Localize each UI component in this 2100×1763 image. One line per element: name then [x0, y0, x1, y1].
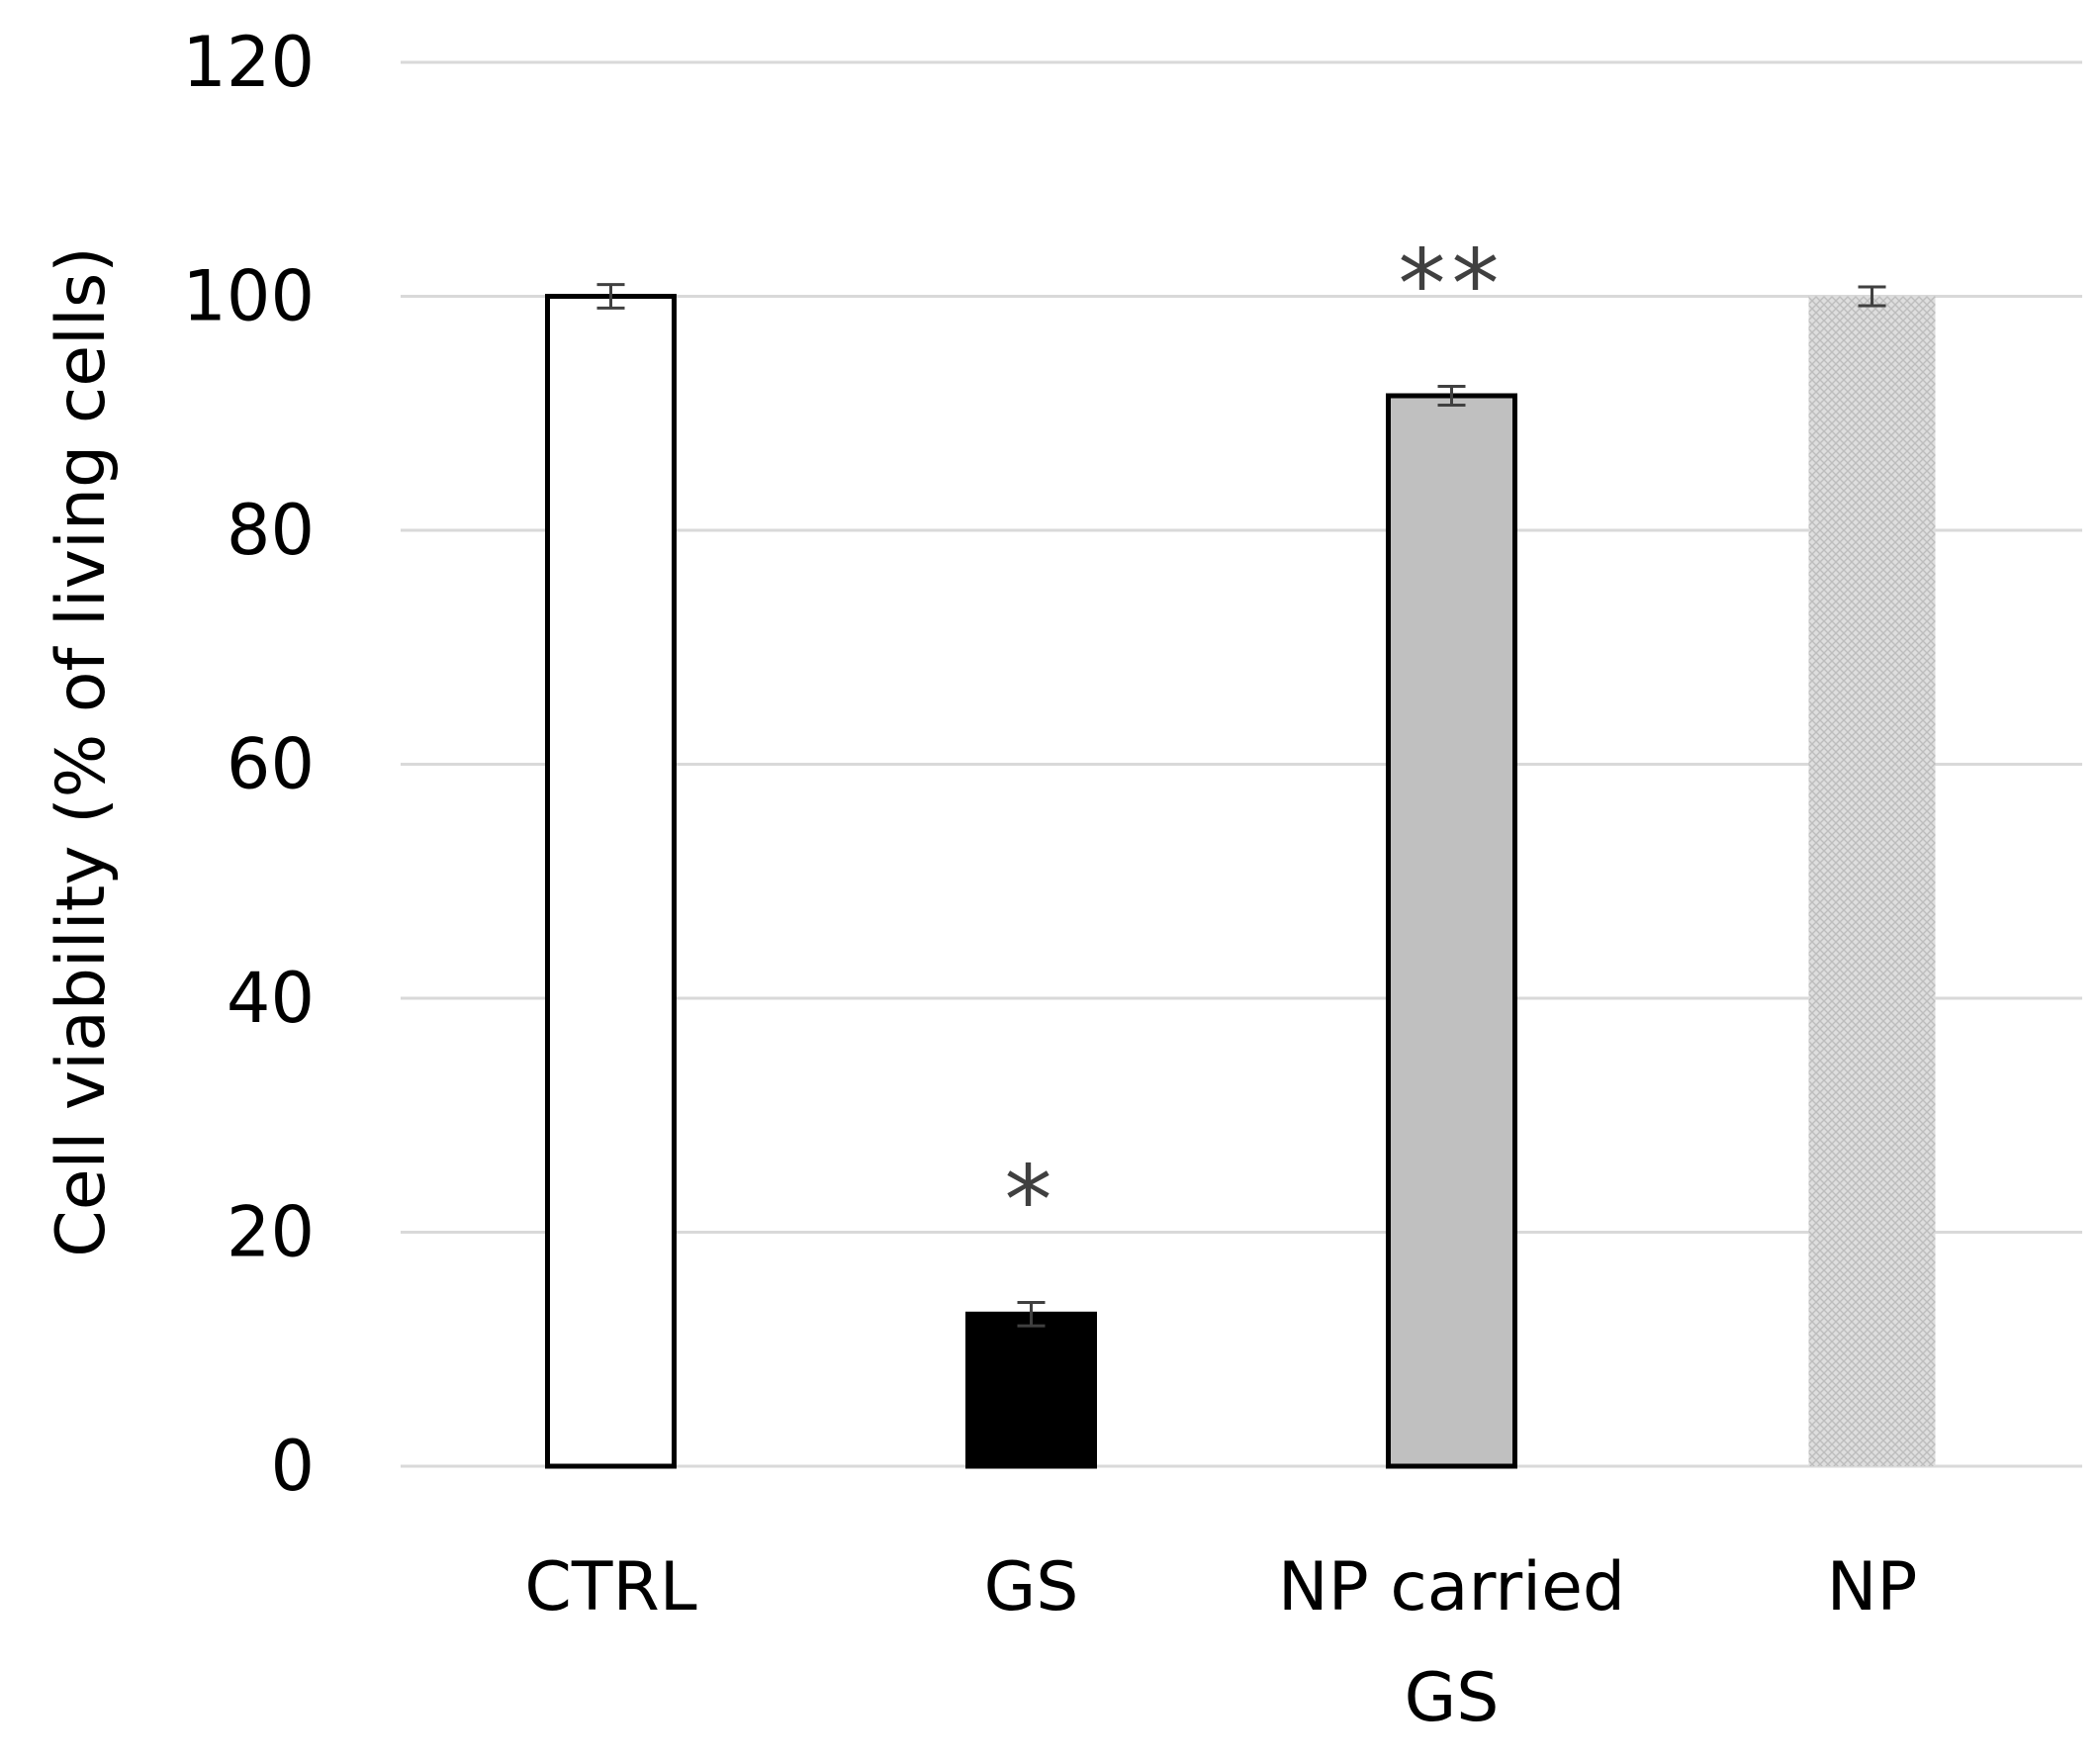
significance-marker: * [1005, 1145, 1058, 1255]
y-tick-label: 40 [227, 958, 315, 1039]
error-bar [1437, 385, 1466, 407]
bar [1808, 296, 1936, 1466]
y-tick-label: 80 [227, 490, 315, 571]
bar [1386, 393, 1517, 1469]
y-axis-label: Cell viability (% of living cells) [43, 246, 121, 1257]
bar [545, 294, 677, 1469]
x-tick-label: GS [1405, 1659, 1500, 1737]
y-axis-ticks: 0 20 40 60 80 100 120 [182, 22, 315, 1507]
x-tick-label: NP carried [1278, 1548, 1625, 1626]
x-tick-label: NP [1827, 1548, 1918, 1626]
y-tick-label: 0 [270, 1426, 315, 1507]
x-tick-label: GS [984, 1548, 1079, 1626]
significance-marker: ** [1399, 230, 1506, 340]
error-bar [596, 283, 625, 310]
significance-annotations: *** [1005, 230, 1506, 1256]
error-bar [1858, 285, 1886, 308]
y-tick-label: 20 [227, 1192, 315, 1273]
x-tick-label: CTRL [524, 1548, 696, 1626]
gridlines [401, 60, 2082, 1468]
bar [965, 1311, 1097, 1469]
error-bar [1017, 1300, 1046, 1328]
x-axis-ticks: CTRL GS NP carried GS NP [524, 1548, 1917, 1737]
y-tick-label: 100 [182, 256, 315, 337]
error-bars [596, 283, 1886, 1328]
y-tick-label: 120 [182, 22, 315, 103]
y-tick-label: 60 [227, 724, 315, 805]
bars [545, 294, 1936, 1469]
